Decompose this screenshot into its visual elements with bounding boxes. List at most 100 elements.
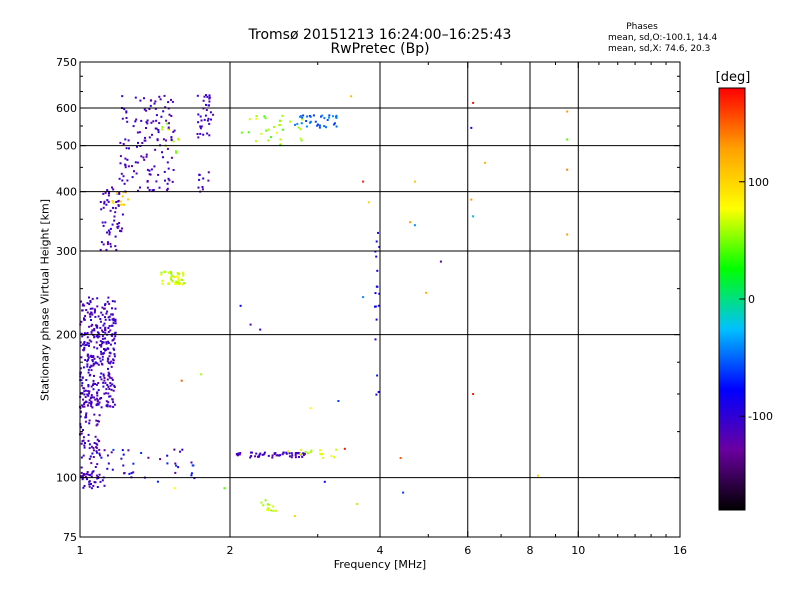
data-point — [160, 115, 163, 118]
data-point — [145, 109, 148, 112]
data-point — [109, 376, 112, 379]
data-point — [203, 118, 206, 121]
data-point — [378, 246, 381, 248]
data-point — [107, 361, 110, 364]
data-point — [179, 450, 181, 453]
data-point — [267, 454, 270, 457]
data-point — [278, 123, 281, 126]
data-point — [154, 100, 157, 103]
data-point — [88, 457, 91, 460]
data-point — [180, 379, 183, 382]
data-point — [168, 122, 170, 125]
data-point — [81, 405, 84, 408]
data-point — [158, 95, 161, 98]
data-point — [83, 485, 86, 487]
data-point — [111, 324, 114, 327]
data-point — [199, 127, 202, 130]
data-point — [113, 348, 116, 351]
data-point — [89, 355, 92, 358]
data-point — [183, 282, 186, 285]
data-point — [131, 165, 133, 168]
data-point — [105, 388, 108, 391]
data-point — [100, 397, 103, 399]
data-point — [107, 358, 110, 361]
data-point — [107, 296, 110, 299]
data-point — [124, 163, 127, 166]
data-point — [80, 320, 83, 323]
data-point — [89, 366, 91, 369]
data-point — [272, 510, 275, 513]
data-point — [205, 109, 208, 111]
data-point — [96, 438, 99, 441]
data-point — [270, 136, 273, 139]
data-point — [177, 278, 180, 281]
data-point — [297, 126, 300, 129]
data-point — [101, 335, 104, 338]
data-point — [294, 456, 297, 459]
data-point — [248, 118, 251, 121]
data-point — [86, 360, 89, 363]
data-point — [103, 377, 106, 379]
data-point — [109, 245, 112, 248]
data-point — [171, 180, 174, 183]
data-point — [82, 343, 84, 346]
data-point — [157, 173, 160, 176]
data-point — [145, 155, 148, 158]
data-point — [107, 462, 110, 465]
data-point — [86, 336, 89, 339]
data-point — [88, 422, 91, 425]
data-point — [81, 478, 84, 481]
data-point — [143, 97, 145, 100]
data-point — [99, 248, 102, 251]
data-point — [92, 383, 94, 386]
data-point — [260, 501, 263, 504]
data-point — [100, 372, 103, 375]
data-point — [90, 385, 93, 388]
data-point — [170, 274, 173, 277]
data-point — [167, 128, 170, 131]
data-point — [90, 462, 93, 465]
data-point — [87, 384, 90, 386]
data-point — [306, 115, 309, 118]
data-point — [301, 118, 304, 121]
data-point — [288, 455, 291, 458]
data-point — [94, 309, 96, 312]
data-point — [146, 186, 149, 189]
data-point — [176, 281, 179, 284]
data-point — [88, 485, 91, 488]
data-point — [170, 98, 172, 101]
data-point — [164, 179, 166, 182]
x-tick-label: 6 — [464, 544, 471, 557]
data-point — [94, 315, 97, 318]
data-point — [305, 120, 308, 122]
chart-title-line2: RwPretec (Bp) — [330, 41, 430, 57]
axes: 1 2 4 6 8 10 16 75 100 200 300 400 500 600 750 — [56, 56, 687, 557]
data-point — [285, 451, 288, 454]
data-point — [87, 368, 90, 371]
data-point — [472, 215, 475, 218]
data-point — [156, 480, 159, 483]
data-point — [104, 303, 107, 305]
data-point — [80, 442, 83, 445]
data-point — [96, 391, 99, 394]
data-point — [132, 462, 135, 465]
data-point — [100, 350, 102, 353]
data-point — [150, 99, 153, 102]
data-point — [145, 127, 147, 129]
data-point — [80, 471, 83, 474]
data-point — [122, 453, 125, 456]
data-point — [119, 141, 122, 144]
data-point — [86, 341, 89, 344]
data-point — [137, 189, 139, 192]
data-point — [110, 360, 113, 363]
data-point — [175, 151, 178, 154]
data-point — [91, 471, 94, 474]
data-point — [105, 404, 108, 407]
data-point — [181, 448, 184, 451]
data-point — [106, 405, 109, 408]
data-point — [83, 387, 86, 390]
data-point — [151, 189, 154, 192]
data-point — [109, 362, 112, 365]
data-point — [105, 203, 108, 206]
data-point — [270, 509, 273, 512]
